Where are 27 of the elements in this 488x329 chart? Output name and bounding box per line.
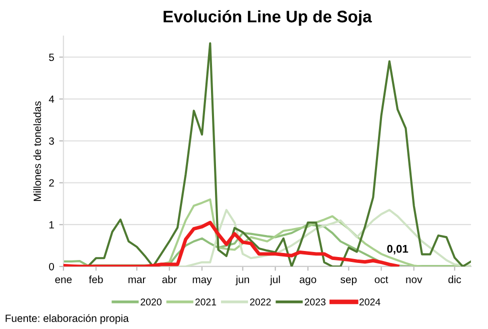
data-label: 0,01 bbox=[387, 244, 408, 254]
x-tick-label: mar bbox=[128, 277, 146, 284]
x-tick-label: feb bbox=[88, 276, 103, 284]
chart-title: Evolución Line Up de Soja bbox=[164, 10, 372, 26]
x-tick-label: ago bbox=[300, 277, 316, 286]
y-tick-label: 5 bbox=[49, 54, 54, 62]
x-tick-label: ene bbox=[55, 277, 72, 284]
y-tick-label: 1 bbox=[49, 221, 54, 228]
y-tick-label: 0 bbox=[49, 262, 54, 270]
legend-label: 2023 bbox=[304, 298, 326, 306]
y-axis-title: Millones de toneladas bbox=[33, 101, 42, 201]
y-tick-label: 4 bbox=[48, 96, 54, 103]
legend-label: 2024 bbox=[359, 298, 380, 306]
legend-label: 2021 bbox=[195, 298, 216, 306]
x-tick-label: sep bbox=[340, 277, 357, 286]
x-tick-label: may bbox=[192, 277, 212, 286]
y-tick-label: 3 bbox=[49, 137, 54, 145]
legend-label: 2022 bbox=[250, 298, 271, 306]
x-tick-label: abr bbox=[162, 276, 177, 284]
legend-label: 2020 bbox=[140, 298, 162, 306]
x-tick-label: oct bbox=[374, 276, 388, 284]
source-note: Fuente: elaboración propia bbox=[6, 314, 129, 324]
x-tick-label: jun bbox=[236, 276, 250, 286]
x-tick-label: nov bbox=[406, 277, 422, 284]
x-tick-label: jul bbox=[270, 276, 280, 286]
x-tick-label: dic bbox=[448, 276, 462, 284]
y-tick-label: 2 bbox=[49, 179, 54, 187]
